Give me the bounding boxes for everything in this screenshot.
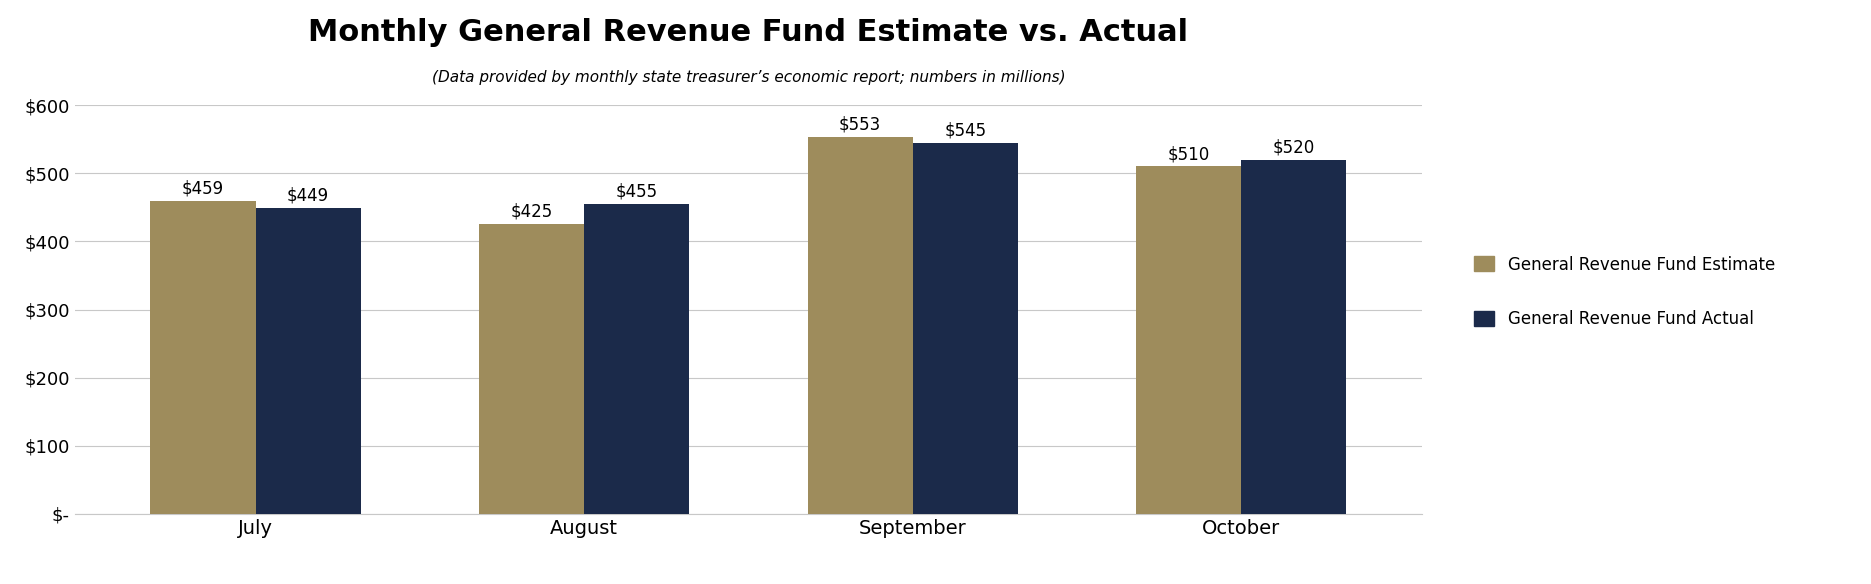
Text: $510: $510 (1168, 145, 1211, 163)
Bar (808, 137, 913, 514)
Text: $545: $545 (945, 121, 986, 139)
Bar (584, 204, 689, 514)
Text: $455: $455 (616, 183, 659, 200)
Bar (256, 208, 361, 514)
Bar (1136, 166, 1240, 514)
Bar (150, 201, 256, 514)
Text: (Data provided by monthly state treasurer’s economic report; numbers in millions: (Data provided by monthly state treasure… (432, 70, 1065, 85)
Text: $553: $553 (838, 116, 881, 134)
Bar (479, 224, 584, 514)
Bar (913, 142, 1018, 514)
Text: $520: $520 (1272, 138, 1315, 157)
Text: Monthly General Revenue Fund Estimate vs. Actual: Monthly General Revenue Fund Estimate vs… (309, 18, 1188, 47)
Text: $425: $425 (511, 203, 552, 221)
Bar (1240, 159, 1347, 514)
Text: $459: $459 (181, 180, 225, 198)
Legend: General Revenue Fund Estimate, General Revenue Fund Actual: General Revenue Fund Estimate, General R… (1467, 249, 1781, 335)
Text: $449: $449 (286, 187, 329, 204)
